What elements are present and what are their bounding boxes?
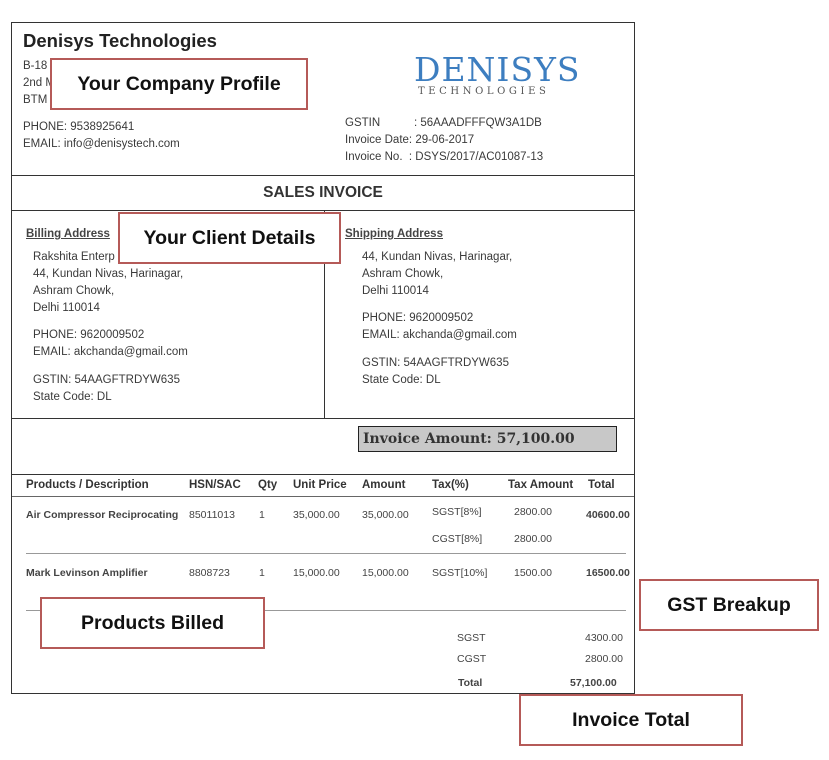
row-2-tax-1-type: SGST[10%] <box>432 567 488 579</box>
shipping-line-1: 44, Kundan Nivas, Harinagar, <box>362 251 513 263</box>
callout-gst-breakup: GST Breakup <box>639 579 819 631</box>
summary-cgst-value: 2800.00 <box>585 653 623 665</box>
shipping-state-code: State Code: DL <box>362 374 441 386</box>
address-divider <box>324 210 325 418</box>
gstin-label: GSTIN <box>345 117 381 129</box>
row-1-product: Air Compressor Reciprocating <box>26 509 179 521</box>
column-header-tax: Tax(%) <box>432 479 469 491</box>
column-header-unit-price: Unit Price <box>293 479 347 491</box>
callout-company-profile: Your Company Profile <box>50 58 308 110</box>
billing-gstin: GSTIN: 54AAGFTRDYW635 <box>33 374 180 386</box>
shipping-address-heading: Shipping Address <box>345 228 443 240</box>
divider <box>26 610 626 611</box>
invoice-date: Invoice Date: 29-06-2017 <box>345 134 475 146</box>
row-2-amount: 15,000.00 <box>362 567 409 579</box>
callout-invoice-total: Invoice Total <box>519 694 743 746</box>
row-1-tax-1-amount: 2800.00 <box>514 506 552 518</box>
row-1-tax-1-type: SGST[8%] <box>432 506 482 518</box>
summary-cgst-label: CGST <box>457 653 487 665</box>
billing-address-heading: Billing Address <box>26 228 110 240</box>
company-name: Denisys Technologies <box>23 30 217 51</box>
billing-email: EMAIL: akchanda@gmail.com <box>33 346 188 358</box>
callout-products-billed: Products Billed <box>40 597 265 649</box>
company-address-line-2: 2nd M <box>23 77 55 89</box>
invoice-amount-box: Invoice Amount: 57,100.00 <box>358 426 617 452</box>
divider <box>12 418 634 419</box>
summary-total-label: Total <box>458 677 483 689</box>
divider <box>12 175 634 176</box>
row-1-tax-2-amount: 2800.00 <box>514 533 552 545</box>
row-1-qty: 1 <box>259 509 265 521</box>
summary-sgst-label: SGST <box>457 632 486 644</box>
company-address-line-1: B-18 <box>23 60 48 72</box>
billing-line-4: Delhi 110014 <box>33 302 100 314</box>
company-logo: DENISYS <box>414 50 581 89</box>
column-header-amount: Amount <box>362 479 406 491</box>
divider <box>12 210 634 211</box>
divider <box>26 553 626 554</box>
row-2-qty: 1 <box>259 567 265 579</box>
company-logo-subtext: TECHNOLOGIES <box>418 86 550 97</box>
row-2-tax-1-amount: 1500.00 <box>514 567 552 579</box>
column-header-hsn: HSN/SAC <box>189 479 241 491</box>
company-email: EMAIL: info@denisystech.com <box>23 138 180 150</box>
gstin-value: : 56AAADFFFQW3A1DB <box>414 117 542 129</box>
divider <box>12 496 634 497</box>
billing-phone: PHONE: 9620009502 <box>33 329 145 341</box>
summary-total-value: 57,100.00 <box>570 677 617 689</box>
row-2-total: 16500.00 <box>586 567 630 579</box>
row-1-total: 40600.00 <box>586 509 630 521</box>
company-address-line-3: BTM <box>23 94 48 106</box>
shipping-gstin: GSTIN: 54AAGFTRDYW635 <box>362 357 509 369</box>
callout-client-details: Your Client Details <box>118 212 341 264</box>
row-1-hsn: 85011013 <box>189 509 235 521</box>
shipping-line-2: Ashram Chowk, <box>362 268 444 280</box>
billing-line-2: 44, Kundan Nivas, Harinagar, <box>33 268 184 280</box>
invoice-document: Denisys Technologies B-18 2nd M BTM PHON… <box>11 22 635 694</box>
shipping-phone: PHONE: 9620009502 <box>362 312 474 324</box>
column-header-tax-amount: Tax Amount <box>508 479 574 491</box>
billing-line-3: Ashram Chowk, <box>33 285 115 297</box>
invoice-title: SALES INVOICE <box>263 184 383 201</box>
billing-line-1: Rakshita Enterp <box>33 251 115 263</box>
row-1-tax-2-type: CGST[8%] <box>432 533 483 545</box>
divider <box>12 474 634 475</box>
column-header-qty: Qty <box>258 479 278 491</box>
row-1-unit-price: 35,000.00 <box>293 509 340 521</box>
row-2-product: Mark Levinson Amplifier <box>26 567 148 579</box>
row-2-unit-price: 15,000.00 <box>293 567 340 579</box>
row-2-hsn: 8808723 <box>189 567 230 579</box>
shipping-line-3: Delhi 110014 <box>362 285 429 297</box>
column-header-products: Products / Description <box>26 479 149 491</box>
row-1-amount: 35,000.00 <box>362 509 409 521</box>
summary-sgst-value: 4300.00 <box>585 632 623 644</box>
billing-state-code: State Code: DL <box>33 391 112 403</box>
shipping-email: EMAIL: akchanda@gmail.com <box>362 329 517 341</box>
column-header-total: Total <box>588 479 615 491</box>
company-phone: PHONE: 9538925641 <box>23 121 135 133</box>
invoice-number: Invoice No. : DSYS/2017/AC01087-13 <box>345 151 544 163</box>
